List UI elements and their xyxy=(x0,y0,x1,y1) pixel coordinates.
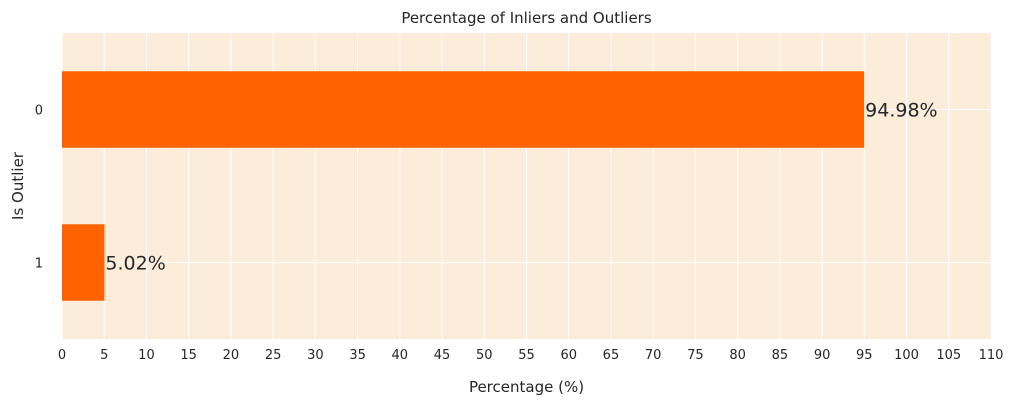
x-tick-label: 50 xyxy=(476,348,493,363)
x-axis-ticks: 0 5 10 15 20 25 30 35 40 45 50 55 60 65 70 75 80 85 90 95 10… xyxy=(58,348,1004,363)
y-axis-ticks: 01 xyxy=(35,104,43,272)
x-tick-label: 65 xyxy=(603,348,620,363)
x-tick-label: 70 xyxy=(645,348,662,363)
x-tick-label: 15 xyxy=(180,348,197,363)
bars xyxy=(62,71,865,301)
y-tick-label: 0 xyxy=(35,104,43,119)
x-tick-label: 105 xyxy=(936,348,961,363)
data-labels: 94.98% 5.02% xyxy=(105,100,937,275)
x-tick-label: 25 xyxy=(265,348,282,363)
x-tick-label: 75 xyxy=(687,348,704,363)
bar-value-label: 94.98% xyxy=(865,100,937,122)
x-tick-label: 35 xyxy=(349,348,366,363)
x-tick-label: 55 xyxy=(518,348,535,363)
x-axis-label: Percentage (%) xyxy=(469,378,584,396)
x-tick-label: 5 xyxy=(100,348,108,363)
x-tick-label: 30 xyxy=(307,348,324,363)
x-tick-label: 85 xyxy=(772,348,789,363)
x-tick-label: 20 xyxy=(223,348,240,363)
x-tick-label: 95 xyxy=(856,348,873,363)
x-tick-label: 80 xyxy=(729,348,746,363)
chart-title: Percentage of Inliers and Outliers xyxy=(401,9,652,27)
x-tick-label: 40 xyxy=(392,348,409,363)
bar-value-label: 5.02% xyxy=(105,253,165,275)
x-tick-label: 110 xyxy=(979,348,1004,363)
x-tick-label: 90 xyxy=(814,348,831,363)
bar xyxy=(62,224,105,301)
y-axis-label: Is Outlier xyxy=(9,151,27,220)
x-tick-label: 60 xyxy=(560,348,577,363)
x-tick-label: 0 xyxy=(58,348,66,363)
x-tick-label: 45 xyxy=(434,348,451,363)
x-tick-label: 100 xyxy=(894,348,919,363)
bar xyxy=(62,71,865,148)
x-tick-label: 10 xyxy=(138,348,155,363)
y-tick-label: 1 xyxy=(35,257,43,272)
